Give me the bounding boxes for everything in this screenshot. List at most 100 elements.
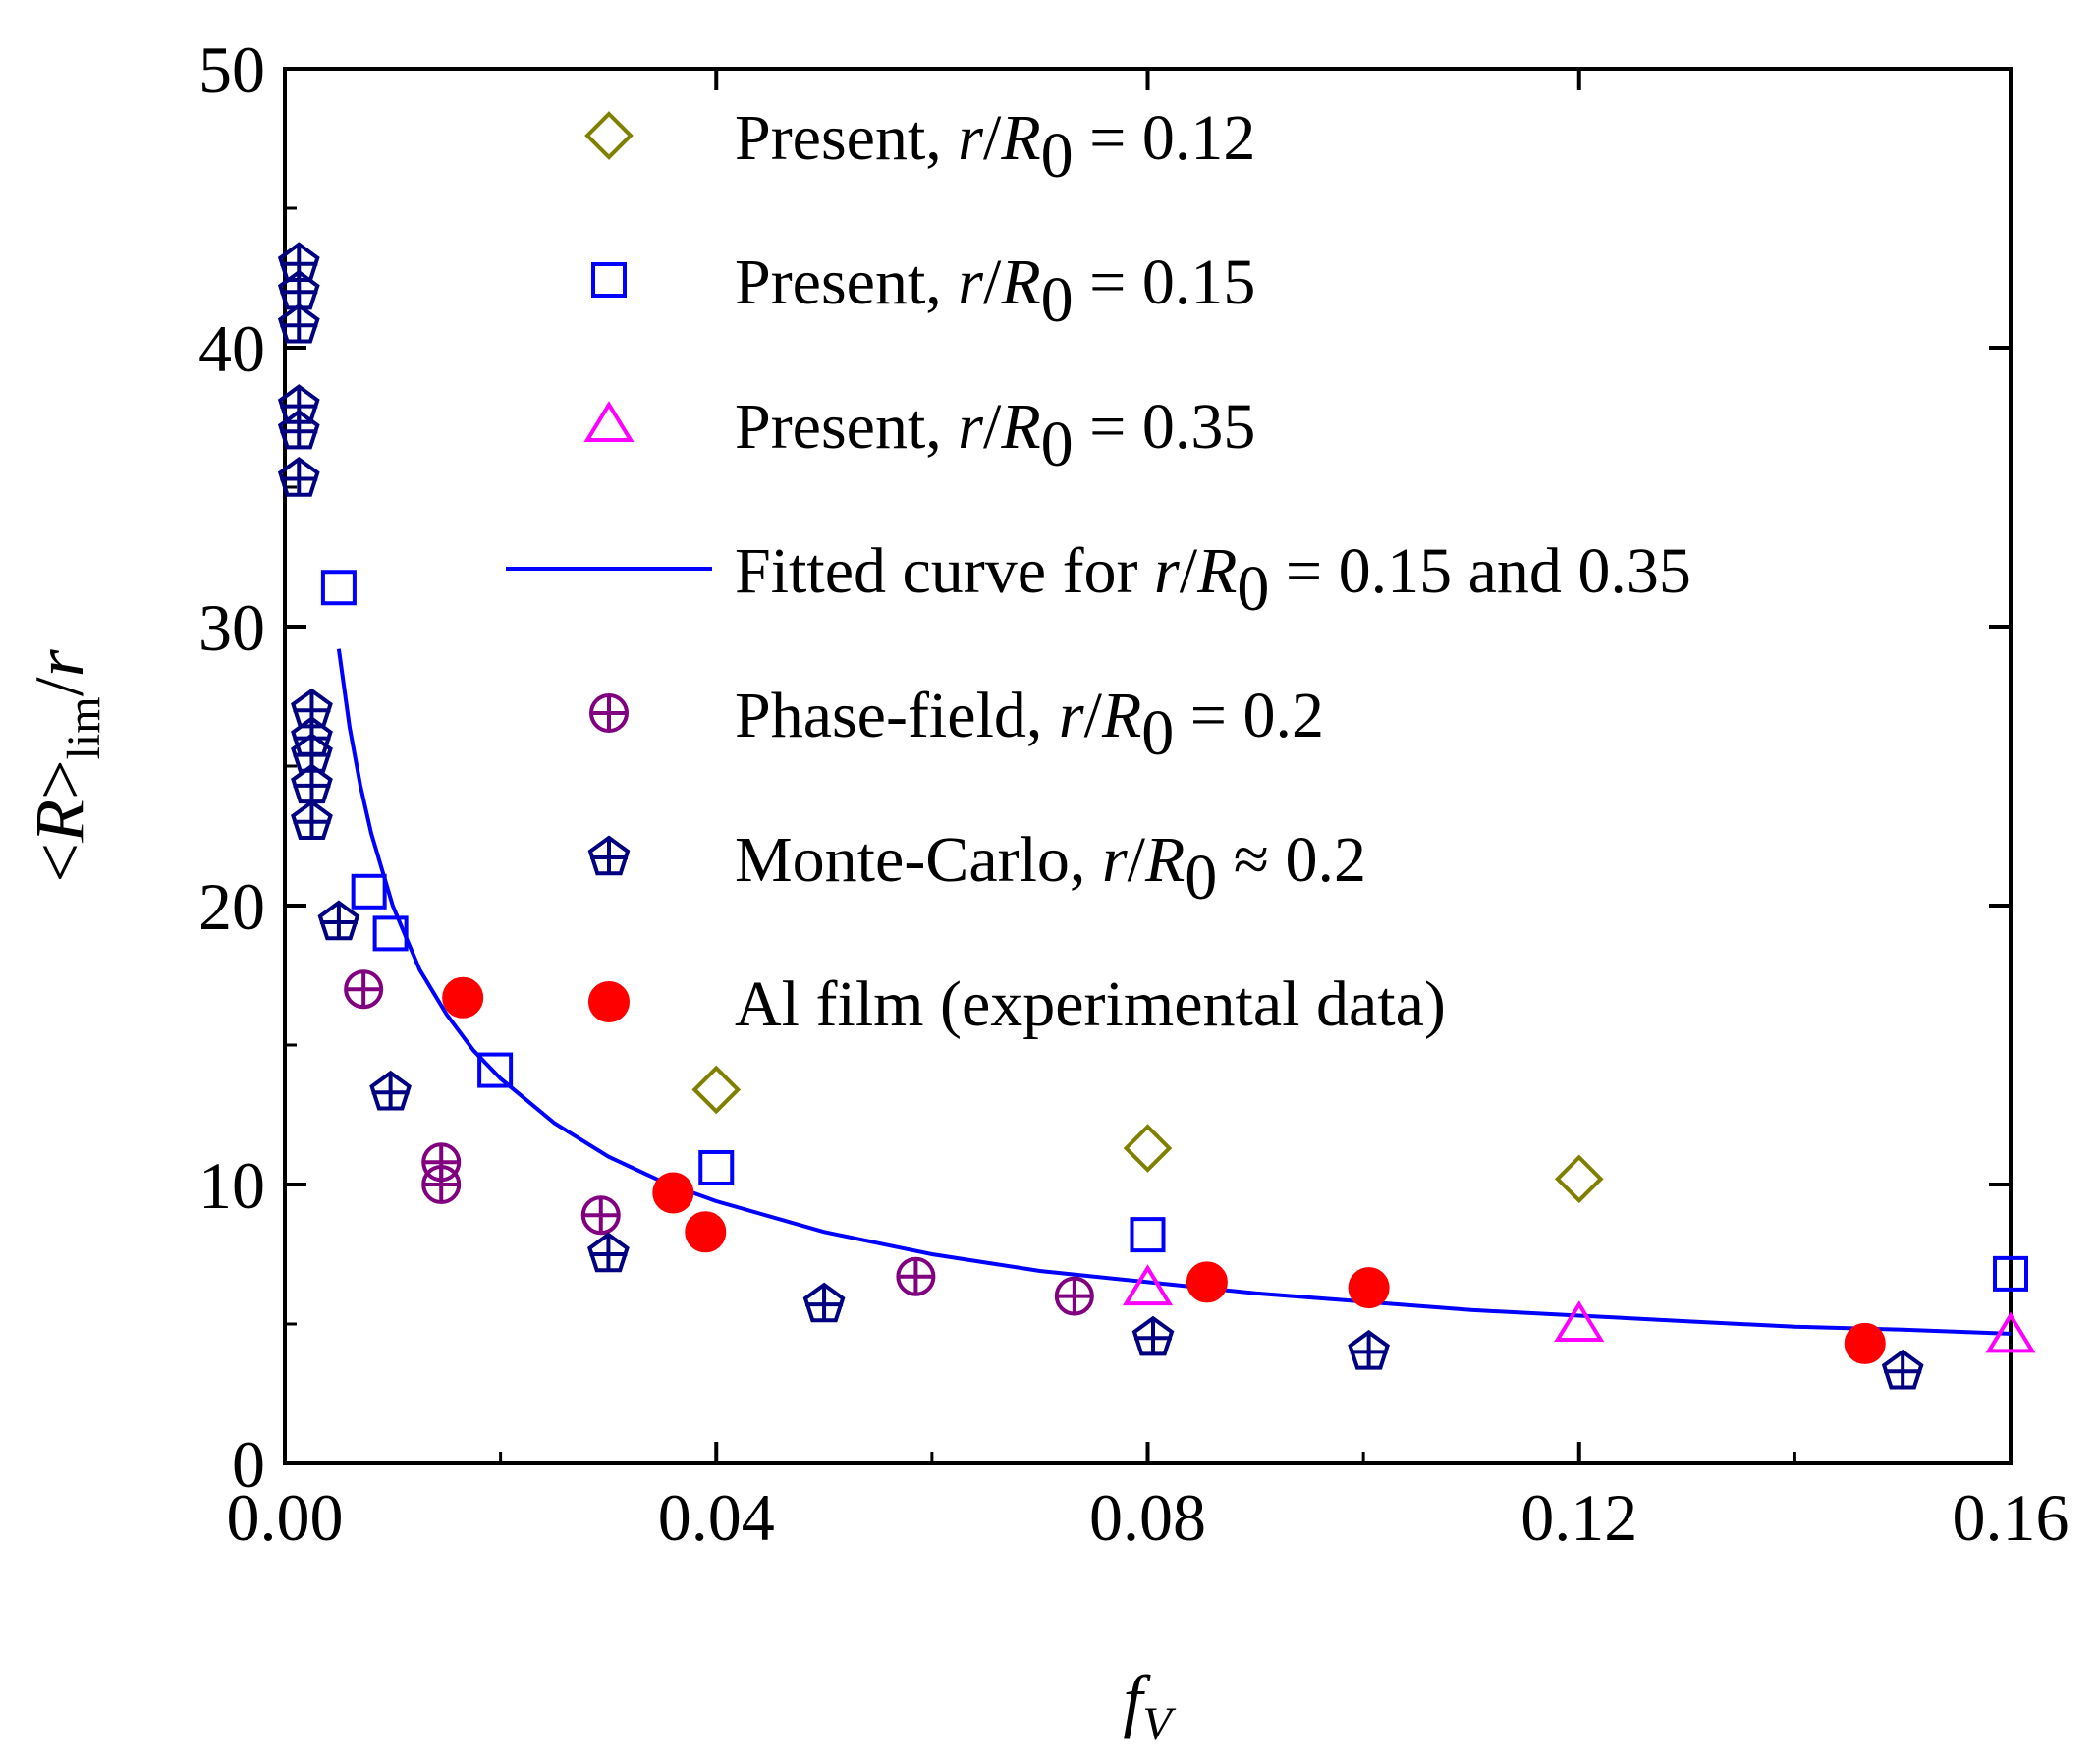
- fitted-curve-line: [336, 648, 2012, 1336]
- legend-label-R: R: [1000, 247, 1040, 318]
- legend-label-prefix: Al film (experimental data): [735, 968, 1446, 1040]
- data-point-circle-plus: [344, 969, 384, 1010]
- x-tick-label: 0.00: [227, 1480, 344, 1555]
- data-point-circle-plus: [421, 1165, 462, 1204]
- legend-label-prefix: Present,: [735, 102, 958, 174]
- data-point-square: [1130, 1217, 1166, 1253]
- legend-label-prefix: Present,: [735, 247, 958, 318]
- y-axis-title-sub: lim: [58, 696, 110, 759]
- data-point-pentagon-plus: [1131, 1315, 1175, 1356]
- data-point-diamond: [1554, 1154, 1604, 1204]
- legend-label: Monte-Carlo, r/R0 ≈ 0.2: [735, 824, 1366, 913]
- y-axis-title-close: >: [21, 759, 99, 799]
- legend-label-sub: 0: [1237, 553, 1269, 625]
- y-axis-title-R: R: [21, 799, 99, 844]
- legend-label-value: ≈ 0.2: [1217, 824, 1366, 896]
- data-point-square: [372, 915, 409, 952]
- x-tick-label: 0.12: [1520, 1480, 1637, 1555]
- legend-label: Present, r/R0 = 0.35: [735, 391, 1255, 480]
- legend-label-slash: /: [983, 247, 1002, 318]
- data-point-circle-plus: [1054, 1276, 1094, 1316]
- y-tick-label: 30: [198, 590, 265, 665]
- legend-label-value: = 0.35: [1074, 391, 1256, 463]
- legend-label: Present, r/R0 = 0.12: [735, 102, 1255, 192]
- data-point-triangle: [1554, 1300, 1605, 1342]
- data-point-pentagon-plus: [277, 303, 320, 344]
- legend-item: Fitted curve for r/R0 = 0.15 and 0.35: [506, 535, 1691, 625]
- y-axis-title-r: r: [21, 648, 99, 677]
- data-point-square: [698, 1149, 735, 1185]
- legend-item: Present, r/R0 = 0.12: [584, 102, 1255, 192]
- y-tick-label: 0: [232, 1427, 265, 1502]
- legend-label-sub: 0: [1041, 264, 1074, 336]
- y-axis-title-open: <: [21, 843, 99, 883]
- legend-symbol-pentagon-plus: [587, 835, 631, 876]
- data-point-pentagon-plus: [369, 1070, 412, 1111]
- legend-label-value: = 0.12: [1074, 102, 1256, 174]
- legend-symbol-circle-plus: [589, 693, 629, 733]
- series-filled-circle: [442, 976, 1886, 1364]
- data-points-layer: [277, 242, 2036, 1390]
- data-point-pentagon-plus: [291, 799, 333, 840]
- data-point-pentagon-plus: [1348, 1329, 1390, 1370]
- data-point-filled-circle: [1844, 1322, 1886, 1364]
- legend-symbol-square: [591, 262, 627, 298]
- data-point-triangle: [1122, 1264, 1174, 1306]
- data-point-diamond: [1123, 1124, 1173, 1173]
- fitted-curve-layer: [336, 648, 2012, 1336]
- legend-label: Al film (experimental data): [735, 968, 1446, 1040]
- legend-label-sub: 0: [1141, 697, 1174, 769]
- legend-item: Al film (experimental data): [588, 968, 1446, 1040]
- legend-label-prefix: Present,: [735, 391, 958, 463]
- legend-item: Present, r/R0 = 0.15: [591, 247, 1256, 336]
- legend-item: Phase-field, r/R0 = 0.2: [589, 680, 1324, 769]
- data-point-filled-circle: [442, 976, 484, 1019]
- legend-label-value: = 0.2: [1174, 680, 1324, 751]
- data-point-pentagon-plus: [277, 457, 320, 497]
- data-point-pentagon-plus: [277, 409, 320, 450]
- legend-label-sub: 0: [1041, 409, 1074, 480]
- data-point-diamond: [691, 1065, 742, 1115]
- x-tick-label: 0.08: [1089, 1480, 1206, 1555]
- legend-label-var: r: [1059, 680, 1084, 751]
- y-tick-label: 50: [198, 32, 265, 107]
- legend-label-slash: /: [1180, 535, 1198, 607]
- legend-label-sub: 0: [1185, 842, 1217, 913]
- legend-label-R: R: [1101, 680, 1141, 751]
- data-point-circle-plus: [580, 1195, 621, 1236]
- data-point-filled-circle: [1186, 1261, 1228, 1303]
- data-point-square: [320, 570, 357, 606]
- legend-label-var: r: [958, 247, 983, 318]
- data-point-pentagon-plus: [587, 1232, 630, 1273]
- legend-label-var: r: [1154, 535, 1180, 607]
- series-circle-plus: [344, 969, 1094, 1316]
- data-point-filled-circle: [685, 1211, 727, 1253]
- x-tick-label: 0.04: [658, 1480, 775, 1555]
- data-point-triangle: [1985, 1311, 2036, 1353]
- legend-label-R: R: [1000, 391, 1040, 463]
- data-point-filled-circle: [1348, 1267, 1390, 1309]
- legend-label-R: R: [1000, 102, 1040, 174]
- legend-symbol-triangle: [583, 401, 635, 442]
- legend-label-R: R: [1144, 824, 1185, 896]
- axis-ticks: 0.00 0.04 0.08 0.12 0.16 0 10 20 30 40 50: [198, 32, 2069, 1555]
- legend-item: Present, r/R0 = 0.35: [583, 391, 1255, 480]
- data-point-filled-circle: [652, 1172, 694, 1214]
- y-axis-title: <R>lim/r: [21, 648, 110, 882]
- x-axis-title-sub: V: [1142, 1698, 1176, 1750]
- data-point-circle-plus: [896, 1256, 936, 1296]
- legend-label-R: R: [1196, 535, 1237, 607]
- x-tick-label: 0.16: [1953, 1480, 2069, 1555]
- series-diamond: [691, 1065, 1604, 1204]
- series-pentagon-plus: [277, 242, 1924, 1390]
- data-point-square: [351, 873, 387, 910]
- legend-label-value: = 0.15 and 0.35: [1269, 535, 1691, 607]
- data-point-square: [477, 1052, 514, 1088]
- legend-label-var: r: [958, 391, 983, 463]
- series-triangle: [1122, 1264, 2036, 1353]
- legend-label-value: = 0.15: [1074, 247, 1256, 318]
- legend-label: Phase-field, r/R0 = 0.2: [735, 680, 1324, 769]
